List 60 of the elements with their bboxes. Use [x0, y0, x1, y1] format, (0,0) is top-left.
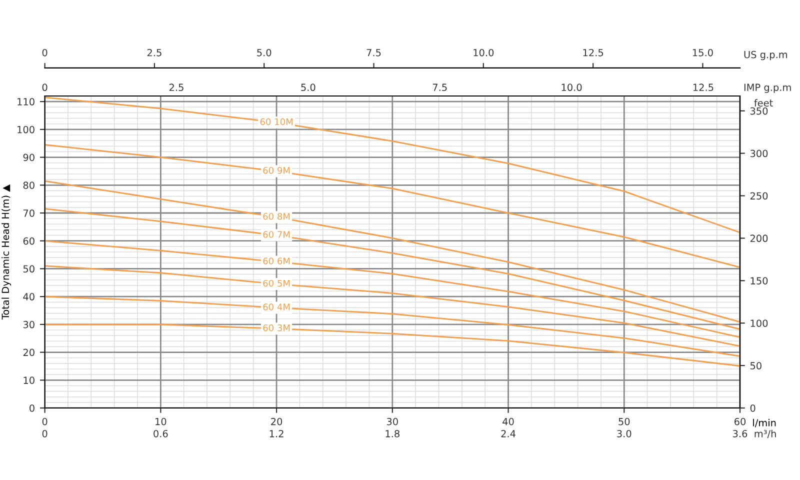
y-tick-label: 40 — [23, 293, 34, 300]
y2-tick-label: 150 — [750, 277, 768, 284]
y-tick-label: 110 — [18, 98, 34, 106]
x-tick-label: 50 — [618, 418, 630, 426]
x2-tick-label: 0 — [42, 48, 48, 56]
text: 0 — [42, 430, 48, 438]
y-tick-label: 70 — [24, 209, 34, 217]
y-tick-label: 80 — [23, 182, 34, 189]
text: 5.0 — [301, 84, 316, 92]
text: 0.6 — [154, 430, 168, 438]
y-tick-label: 0 — [30, 404, 34, 412]
line-series — [44, 240, 740, 338]
x2-tick-label: 7.5 — [366, 49, 381, 56]
text: 12.5 — [693, 84, 714, 92]
line-series — [44, 180, 740, 323]
x2-tick-label: 5.0 — [257, 48, 272, 56]
text: m³/h — [754, 430, 776, 438]
x-axis-title: l/min — [753, 418, 776, 428]
y-tick-label: 10 — [24, 376, 34, 384]
x2-tick-label: 10.0 — [474, 48, 494, 56]
text: 3.0 — [617, 430, 632, 438]
x2-axis-title: US g.p.m — [744, 50, 788, 60]
line-series — [44, 265, 740, 347]
y2-tick-label: 100 — [750, 320, 768, 327]
text: IMP g.p.m — [744, 84, 791, 93]
text: 1.2 — [270, 430, 284, 438]
y-tick-label: 100 — [18, 126, 34, 134]
y-axis-title: Total Dynamic Head H(m) ▲ — [2, 184, 11, 320]
x-tick-label: 40 — [502, 418, 514, 426]
y-tick-label: 60 — [23, 237, 34, 245]
text: 1.8 — [386, 430, 400, 438]
line-series — [44, 296, 740, 357]
y2-tick-label: 200 — [750, 234, 768, 242]
y2-tick-label: 350 — [750, 107, 768, 115]
y2-tick-label: 300 — [750, 150, 768, 158]
y-tick-label: 30 — [23, 320, 34, 328]
y-tick-label: 20 — [23, 348, 34, 356]
y2-tick-label: 250 — [750, 192, 768, 200]
x2-tick-label: 15.0 — [692, 48, 713, 56]
y2-tick-label: 0 — [750, 404, 756, 412]
x-tick-label: 0 — [42, 418, 48, 426]
text: 7.5 — [432, 84, 447, 92]
line-series — [44, 208, 740, 330]
text: 2.4 — [501, 430, 516, 438]
x-tick-label: 20 — [271, 418, 282, 426]
y2-tick-label: 50 — [750, 362, 762, 370]
text: 0 — [42, 84, 48, 92]
x2-tick-label: 12.5 — [583, 48, 604, 56]
text: 10.0 — [562, 84, 582, 92]
line-series — [44, 144, 740, 268]
y2-axis-title: feet — [754, 99, 773, 107]
x-tick-label: 60 — [734, 418, 746, 426]
line-series — [44, 322, 740, 367]
y-tick-label: 50 — [23, 265, 34, 273]
text: 2.5 — [169, 84, 184, 92]
text: 3.6 — [733, 430, 748, 438]
y-tick-label: 90 — [23, 154, 34, 162]
x-tick-label: 10 — [156, 418, 166, 426]
x-tick-label: 30 — [386, 418, 398, 426]
x2-tick-label: 2.5 — [147, 48, 162, 56]
